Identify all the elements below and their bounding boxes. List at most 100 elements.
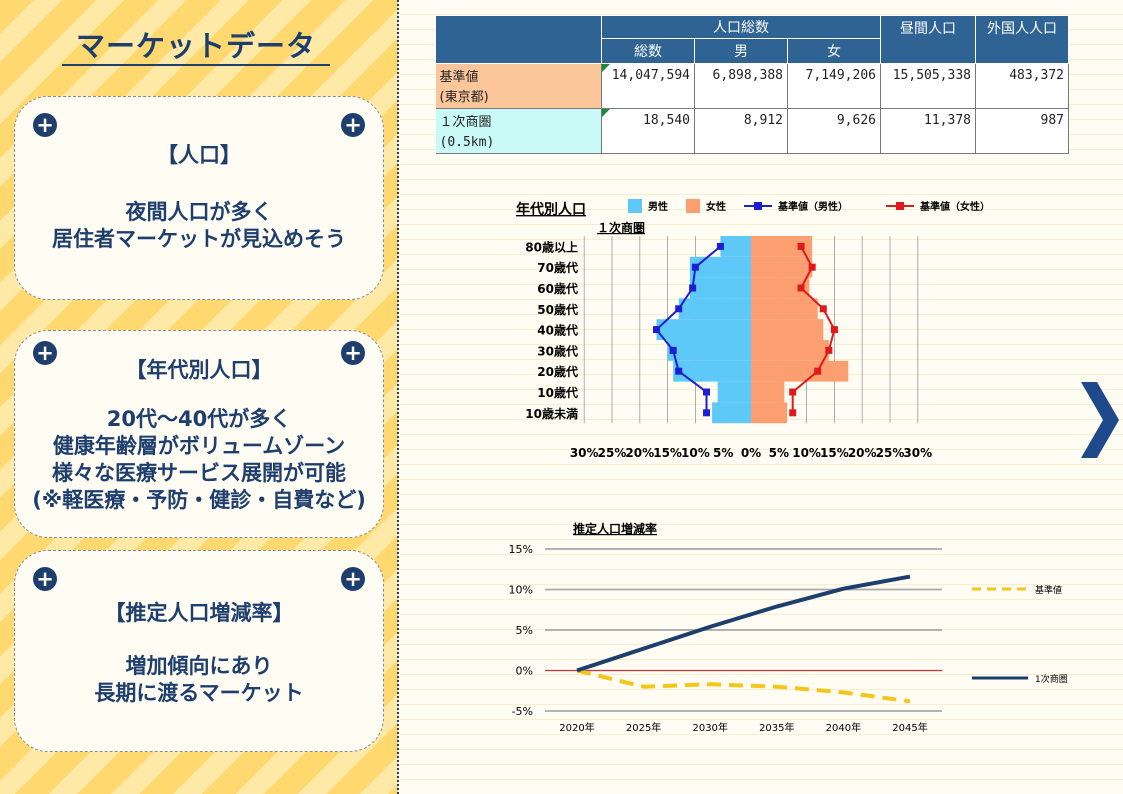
card-text: 増加傾向にあり 長期に渡るマーケット — [94, 654, 304, 705]
series-marker — [703, 409, 711, 417]
plus-icon[interactable]: + — [33, 113, 57, 137]
category-label: 80歳以上 — [525, 239, 578, 254]
series-marker — [797, 284, 805, 292]
tick-label: 2040年 — [826, 721, 861, 734]
series-marker — [691, 263, 699, 271]
bar-male — [656, 319, 751, 340]
bar-female — [751, 319, 824, 340]
category-label: 30歳代 — [537, 343, 578, 358]
tick-label: 10% — [681, 446, 710, 460]
tick-label: 10% — [509, 584, 533, 597]
category-label: 40歳代 — [537, 323, 578, 338]
card-population: + + 【人口】 夜間人口が多く 居住者マーケットが見込めそう — [14, 96, 384, 300]
chart-subtitle: １次商圏 — [597, 220, 645, 235]
card-growth-rate: + + 【推定人口増減率】 増加傾向にあり 長期に渡るマーケット — [14, 550, 384, 752]
series-marker — [819, 305, 827, 313]
tick-label: 2045年 — [892, 721, 927, 734]
next-chevron-icon[interactable] — [1077, 380, 1121, 460]
row-label: 基準値 (東京都) — [435, 63, 602, 109]
row-label: １次商圏 (0.5km) — [435, 108, 602, 154]
cell-foreign: 483,372 — [975, 63, 1069, 109]
category-label: 10歳未満 — [525, 406, 578, 421]
divider — [397, 0, 399, 794]
header-female: 女 — [787, 38, 881, 64]
tick-label: 2035年 — [759, 721, 794, 734]
series-marker — [797, 242, 805, 250]
bar-male — [678, 298, 751, 320]
tick-label: 15% — [820, 446, 849, 460]
chart-title: 推定人口増減率 — [573, 521, 657, 536]
series-marker — [669, 346, 677, 354]
tick-label: 5% — [713, 446, 733, 460]
left-panel: マーケットデータ + + 【人口】 夜間人口が多く 居住者マーケットが見込めそう… — [0, 0, 398, 794]
header-male: 男 — [694, 38, 788, 64]
plus-icon[interactable]: + — [341, 341, 365, 365]
bar-female — [751, 402, 788, 424]
tick-label: 15% — [509, 543, 533, 556]
bar-male — [673, 360, 751, 382]
bar-male — [689, 277, 751, 299]
card-heading: 【人口】 — [157, 143, 241, 167]
legend-swatch — [686, 199, 700, 213]
tick-label: 20% — [625, 446, 654, 460]
population-table: 人口総数 昼間人口 外国人人口 総数 男 女 基準値 (東京都) 14,047,5… — [435, 15, 1069, 154]
chart-title: 年代別人口 — [516, 201, 586, 218]
card-age-population: + + 【年代別人口】 20代～40代が多く 健康年齢層がボリュームゾーン 様々… — [14, 330, 384, 538]
header-daytime: 昼間人口 — [880, 15, 976, 64]
series-marker — [825, 346, 833, 354]
card-heading: 【年代別人口】 — [125, 358, 273, 382]
legend-marker — [754, 202, 762, 210]
plus-icon[interactable]: + — [341, 113, 365, 137]
header-total: 総数 — [601, 38, 695, 64]
bar-male — [689, 256, 751, 278]
tick-label: 15% — [653, 446, 682, 460]
cell-foreign: 987 — [975, 108, 1069, 154]
table-corner — [435, 15, 602, 64]
series-marker — [675, 305, 683, 313]
category-label: 70歳代 — [537, 260, 578, 275]
legend-label: 基準値（男性） — [777, 200, 848, 213]
cell-female: 9,626 — [787, 108, 881, 154]
series-marker — [652, 326, 660, 334]
plus-icon[interactable]: + — [33, 567, 57, 591]
bar-male — [720, 236, 751, 257]
tick-label: 25% — [876, 446, 905, 460]
series-marker — [689, 284, 697, 292]
header-foreign: 外国人人口 — [975, 15, 1069, 64]
series-marker — [830, 326, 838, 334]
tick-label: 25% — [598, 446, 627, 460]
series-marker — [808, 263, 816, 271]
table-row: １次商圏 (0.5km) 18,540 8,912 9,626 11,378 98… — [435, 108, 1069, 154]
tick-label: 30% — [570, 446, 599, 460]
tick-label: 30% — [903, 446, 932, 460]
series-marker — [716, 242, 724, 250]
bar-female — [751, 236, 813, 257]
plus-icon[interactable]: + — [33, 341, 57, 365]
category-label: 10歳代 — [537, 385, 578, 400]
tick-label: 2025年 — [626, 721, 661, 734]
bar-female — [751, 381, 785, 403]
legend-marker — [896, 202, 904, 210]
cell-total: 14,047,594 — [601, 63, 695, 109]
series-line — [576, 668, 911, 704]
bar-male — [717, 381, 751, 403]
plus-icon[interactable]: + — [341, 567, 365, 591]
legend-label: 基準値 — [1035, 584, 1062, 596]
series-line — [576, 574, 911, 673]
bar-male — [712, 402, 751, 424]
card-text: 20代～40代が多く 健康年齢層がボリュームゾーン 様々な医療サービス展開が可能… — [32, 407, 366, 512]
header-total-population: 人口総数 — [601, 15, 881, 39]
cell-male: 6,898,388 — [694, 63, 788, 109]
tick-label: 5% — [516, 624, 533, 637]
tick-label: 20% — [848, 446, 877, 460]
category-label: 50歳代 — [537, 302, 578, 317]
page-title: マーケットデータ — [62, 28, 330, 66]
series-marker — [789, 409, 797, 417]
bar-female — [751, 360, 849, 382]
table-row: 基準値 (東京都) 14,047,594 6,898,388 7,149,206 … — [435, 63, 1069, 109]
series-marker — [703, 388, 711, 396]
cell-daytime: 15,505,338 — [880, 63, 976, 109]
legend-label: 基準値（女性） — [919, 200, 990, 213]
legend-label: 1次商圏 — [1035, 673, 1068, 685]
